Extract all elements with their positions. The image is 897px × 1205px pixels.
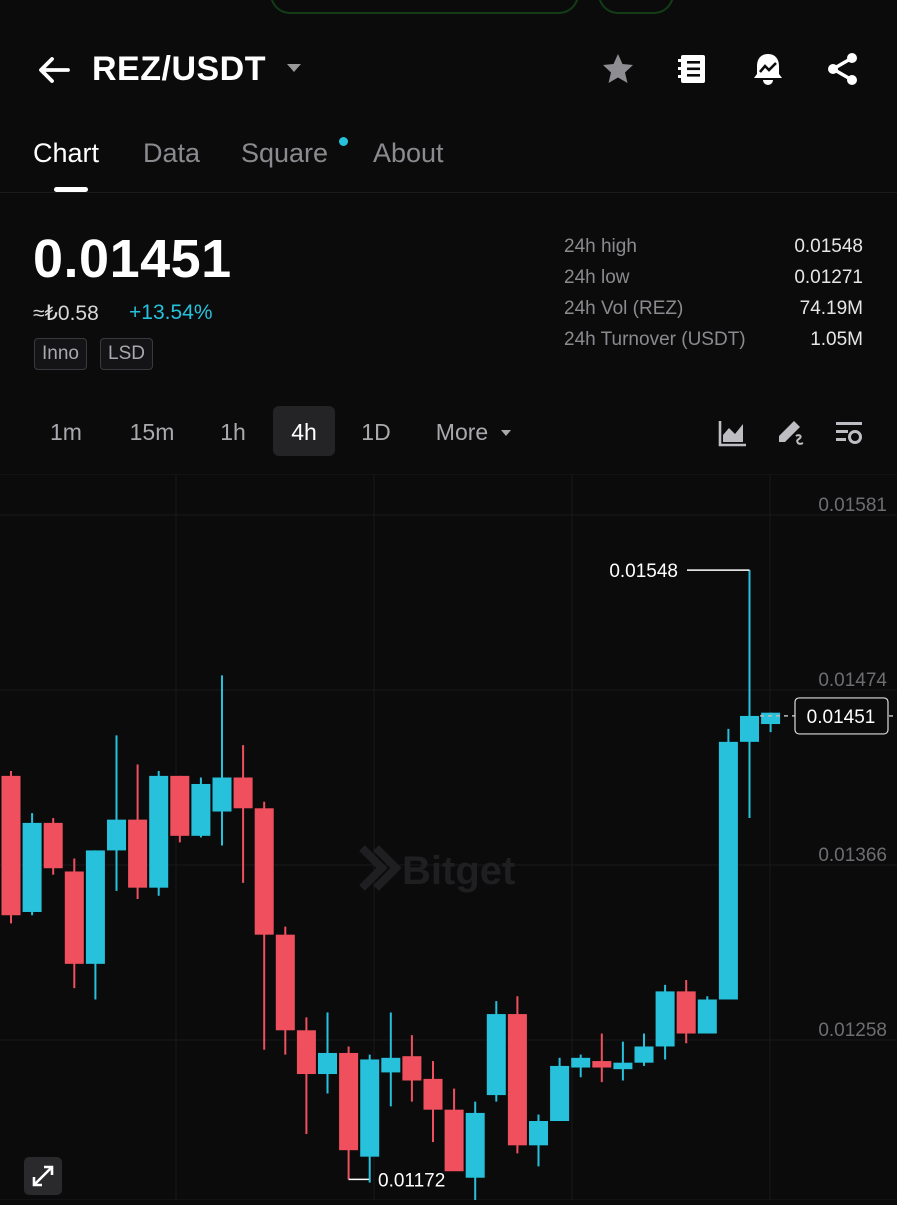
candle-body [423, 1078, 443, 1110]
candle-body [191, 783, 211, 836]
candle-body [128, 819, 148, 888]
candle-body [254, 808, 274, 935]
interval-15m[interactable]: 15m [129, 419, 175, 445]
last-price: 0.01451 [33, 229, 232, 289]
tab-bar: Chart Data Square About [0, 130, 897, 193]
candle-body [740, 715, 759, 742]
candle-body [381, 1057, 401, 1073]
candle-body [85, 850, 105, 964]
interval-bar: 1m 15m 1h 4h 1D More [0, 406, 897, 458]
candle-body [107, 819, 126, 851]
tag-badge[interactable]: LSD [100, 338, 153, 370]
interval-1h[interactable]: 1h [220, 419, 246, 445]
candle-body [571, 1057, 591, 1068]
candle-body [465, 1112, 485, 1178]
low-marker-label: 0.01172 [378, 1170, 445, 1191]
candle-body [170, 775, 190, 836]
stat-label-24h-low: 24h low [564, 267, 630, 288]
candle-body [444, 1109, 464, 1172]
candle-body [318, 1052, 337, 1075]
candle-body [64, 871, 84, 964]
candle-body [697, 999, 717, 1034]
stat-label-24h-vol: 24h Vol (REZ) [564, 298, 684, 319]
status-bar-decoration [598, 0, 674, 14]
y-axis-tick-label: 0.01366 [818, 845, 887, 866]
notification-dot [339, 137, 348, 146]
fullscreen-expand-icon[interactable] [24, 1157, 62, 1195]
share-icon[interactable] [824, 50, 862, 88]
candle-body [212, 777, 232, 812]
tag-badge[interactable]: Inno [34, 338, 87, 370]
bitget-logo-icon [359, 845, 402, 891]
notebook-icon[interactable] [674, 50, 712, 88]
stat-value-24h-turnover: 1.05M [810, 329, 863, 350]
price-change-percent: +13.54% [129, 301, 213, 324]
active-tab-indicator [54, 187, 88, 192]
chart-settings-icon[interactable] [832, 416, 866, 450]
interval-1m[interactable]: 1m [50, 419, 82, 445]
candle-body [149, 775, 169, 888]
stat-value-24h-low: 0.01271 [794, 267, 863, 288]
indicator-chart-icon[interactable] [716, 416, 750, 450]
tab-about[interactable]: About [373, 138, 444, 168]
current-price-label: 0.01451 [807, 707, 876, 728]
tab-data[interactable]: Data [143, 138, 201, 168]
stat-value-24h-vol: 74.19M [799, 298, 863, 319]
app-header: REZ/USDT [0, 40, 897, 100]
candle-body [275, 934, 295, 1031]
interval-more[interactable]: More [435, 419, 489, 445]
chart-canvas[interactable]: Bitget 0.01581 0.01474 0.01366 0.01258 0.015… [0, 473, 897, 1205]
candle-body [676, 991, 696, 1034]
candle-body [592, 1061, 612, 1068]
candle-body [486, 1014, 506, 1096]
y-axis-tick-label: 0.01258 [818, 1020, 887, 1041]
chevron-down-icon[interactable] [501, 430, 511, 436]
stat-value-24h-high: 0.01548 [794, 236, 863, 257]
candle-body [233, 777, 253, 809]
draw-tool-icon[interactable] [774, 416, 808, 450]
candle-body [761, 712, 781, 725]
back-arrow-icon[interactable] [34, 50, 74, 90]
candle-body [507, 1014, 527, 1146]
y-axis-tick-label: 0.01474 [818, 670, 887, 691]
tab-chart[interactable]: Chart [33, 138, 100, 168]
candle-body [613, 1062, 633, 1070]
candle-body [339, 1052, 359, 1151]
candle-body [529, 1121, 548, 1146]
candle-body [22, 822, 42, 912]
candle-body [550, 1065, 570, 1122]
candle-body [634, 1046, 654, 1063]
candle-body [296, 1030, 316, 1075]
star-icon[interactable] [599, 50, 637, 88]
fiat-equivalent: ≈₺0.58 [33, 302, 99, 325]
status-bar-decoration [270, 0, 579, 14]
candle-body [655, 991, 675, 1047]
current-price-box [794, 697, 889, 735]
candlestick-chart[interactable]: Bitget 0.01581 0.01474 0.01366 0.01258 0.015… [0, 473, 897, 1205]
watermark-logo: Bitget [402, 849, 515, 893]
stat-label-24h-high: 24h high [564, 236, 637, 257]
candle-body [1, 775, 21, 916]
interval-1d[interactable]: 1D [361, 419, 391, 445]
tab-square[interactable]: Square [241, 138, 329, 168]
candle-body [43, 822, 63, 869]
candle-body [402, 1056, 422, 1081]
alert-bell-icon[interactable] [749, 50, 787, 88]
y-axis-tick-label: 0.01581 [818, 495, 887, 516]
chevron-down-icon[interactable] [287, 64, 301, 72]
stat-label-24h-turnover: 24h Turnover (USDT) [564, 329, 746, 350]
high-marker-label: 0.01548 [609, 561, 678, 582]
interval-4h[interactable]: 4h [273, 406, 335, 456]
candle-body [718, 741, 738, 1000]
candle-body [360, 1059, 380, 1157]
pair-title[interactable]: REZ/USDT [92, 50, 266, 88]
